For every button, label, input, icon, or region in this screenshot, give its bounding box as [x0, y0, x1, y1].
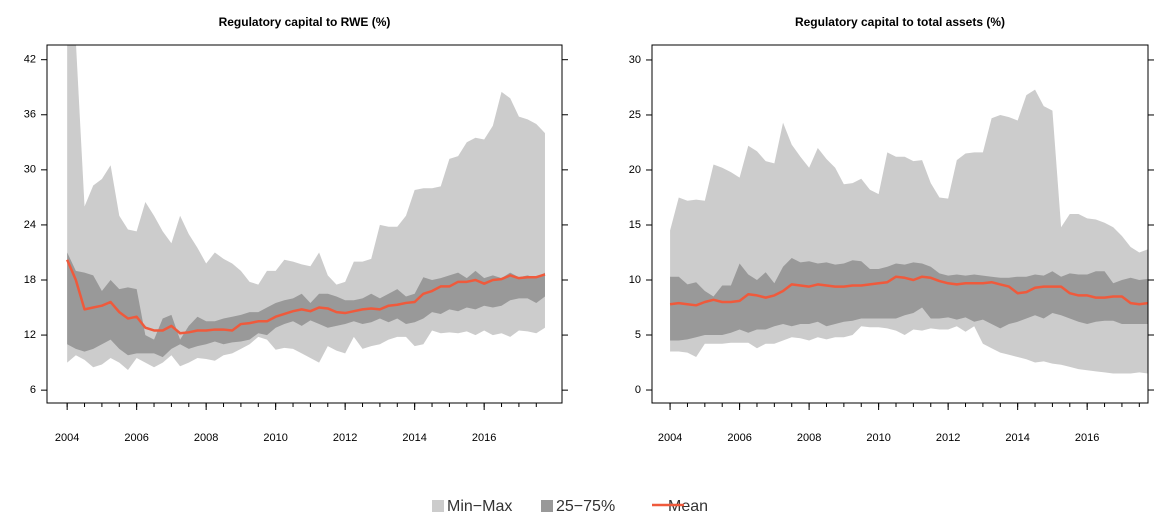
x-tick-label: 2010 [866, 432, 890, 444]
x-tick-label: 2004 [658, 432, 682, 444]
x-tick-label: 2010 [263, 432, 287, 444]
mean-line [66, 259, 546, 335]
plot-frame [651, 44, 1149, 404]
x-tick-label: 2006 [727, 432, 751, 444]
plot-area [669, 89, 1148, 374]
y-tick-label: 42 [24, 54, 36, 66]
y-tick-label: 25 [629, 109, 641, 121]
x-tick-label: 2014 [1005, 432, 1029, 444]
chart-title: Regulatory capital to total assets (%) [795, 15, 1005, 29]
legend-label: Mean [668, 498, 708, 513]
y-tick-label: 18 [24, 274, 36, 286]
y-tick-label: 15 [629, 219, 641, 231]
y-tick-label: 36 [24, 109, 36, 121]
y-tick-label: 6 [30, 384, 36, 396]
chart-title: Regulatory capital to RWE (%) [219, 15, 391, 29]
x-tick-label: 2012 [333, 432, 357, 444]
mean-line [669, 275, 1148, 307]
y-tick-label: 5 [635, 329, 641, 341]
y-tick-label: 0 [635, 384, 641, 396]
legend-swatch [432, 500, 444, 512]
x-tick-label: 2016 [1075, 432, 1099, 444]
x-tick-label: 2006 [124, 432, 148, 444]
range-band [67, 252, 545, 358]
plot-area [66, 45, 546, 370]
range-band [670, 257, 1148, 341]
range-band [670, 89, 1148, 374]
x-tick-label: 2004 [55, 432, 79, 444]
x-tick-label: 2012 [936, 432, 960, 444]
y-tick-label: 10 [629, 274, 641, 286]
legend-label: Min−Max [447, 498, 512, 513]
y-tick-label: 24 [24, 219, 36, 231]
y-tick-label: 30 [629, 54, 641, 66]
legend-swatch [541, 500, 553, 512]
x-tick-label: 2008 [797, 432, 821, 444]
y-tick-label: 12 [24, 329, 36, 341]
y-tick-label: 30 [24, 164, 36, 176]
x-tick-label: 2014 [402, 432, 426, 444]
legend-label: 25−75% [556, 498, 615, 513]
plot-frame [46, 44, 563, 404]
y-tick-label: 20 [629, 164, 641, 176]
x-tick-label: 2016 [472, 432, 496, 444]
x-tick-label: 2008 [194, 432, 218, 444]
